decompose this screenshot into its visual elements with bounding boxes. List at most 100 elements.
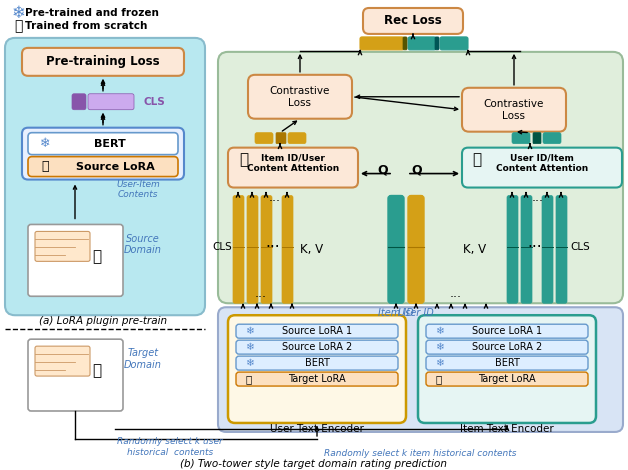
Text: ❄: ❄ — [40, 137, 50, 150]
FancyBboxPatch shape — [521, 196, 532, 303]
FancyBboxPatch shape — [462, 148, 622, 188]
FancyBboxPatch shape — [282, 196, 293, 303]
Text: ❄: ❄ — [245, 342, 253, 352]
Text: (a) LoRA plugin pre-train: (a) LoRA plugin pre-train — [39, 316, 167, 326]
Text: Rec Loss: Rec Loss — [384, 15, 442, 27]
FancyBboxPatch shape — [28, 339, 123, 411]
FancyBboxPatch shape — [236, 356, 398, 370]
Text: ❄: ❄ — [245, 326, 253, 336]
FancyBboxPatch shape — [512, 133, 530, 144]
Text: ❄: ❄ — [245, 358, 253, 368]
Text: Target LoRA: Target LoRA — [288, 374, 346, 384]
Text: 🔥: 🔥 — [41, 160, 49, 173]
FancyBboxPatch shape — [88, 94, 134, 110]
Text: Source LoRA: Source LoRA — [75, 162, 154, 172]
Text: Contrastive
Loss: Contrastive Loss — [270, 86, 330, 108]
Text: 🔥: 🔥 — [239, 152, 249, 167]
Text: Contrastive
Loss: Contrastive Loss — [484, 99, 544, 120]
FancyBboxPatch shape — [28, 157, 178, 177]
Text: ❄: ❄ — [435, 358, 443, 368]
FancyBboxPatch shape — [440, 37, 468, 50]
Text: Q: Q — [412, 163, 422, 176]
Text: ❄: ❄ — [435, 326, 443, 336]
Text: ···: ··· — [532, 195, 544, 208]
Text: Pre-trained and frozen: Pre-trained and frozen — [25, 8, 159, 18]
Text: 🔥: 🔥 — [246, 374, 252, 384]
Text: Item ID: Item ID — [378, 308, 414, 318]
FancyBboxPatch shape — [5, 38, 205, 315]
Text: Q: Q — [377, 163, 388, 176]
Text: ···: ··· — [255, 291, 267, 304]
FancyBboxPatch shape — [462, 88, 566, 132]
FancyBboxPatch shape — [233, 196, 244, 303]
Text: 🔥: 🔥 — [14, 19, 22, 33]
FancyBboxPatch shape — [408, 37, 436, 50]
Text: ···: ··· — [269, 195, 281, 208]
FancyBboxPatch shape — [218, 52, 623, 303]
FancyBboxPatch shape — [418, 315, 596, 423]
Text: 🔥: 🔥 — [472, 152, 482, 167]
FancyBboxPatch shape — [35, 346, 90, 376]
FancyBboxPatch shape — [72, 94, 86, 110]
Text: ❄: ❄ — [11, 4, 25, 22]
FancyBboxPatch shape — [28, 225, 123, 296]
Text: Item Text Encoder: Item Text Encoder — [460, 424, 554, 434]
Text: BERT: BERT — [495, 358, 519, 368]
Text: K, V: K, V — [463, 243, 486, 256]
Text: Target
Domain: Target Domain — [124, 348, 162, 370]
Text: ···: ··· — [450, 291, 462, 304]
FancyBboxPatch shape — [542, 196, 553, 303]
FancyBboxPatch shape — [288, 133, 306, 144]
Text: Randomly select k user
historical  contents: Randomly select k user historical conten… — [117, 437, 223, 456]
Text: BERT: BERT — [94, 139, 126, 149]
Text: Trained from scratch: Trained from scratch — [25, 21, 148, 31]
FancyBboxPatch shape — [236, 340, 398, 354]
Text: ❄: ❄ — [435, 342, 443, 352]
Text: Pre-training Loss: Pre-training Loss — [46, 55, 160, 68]
Text: Source
Domain: Source Domain — [124, 234, 162, 255]
FancyBboxPatch shape — [261, 196, 272, 303]
FancyBboxPatch shape — [35, 231, 90, 261]
Text: ···: ··· — [528, 240, 543, 255]
Text: Item ID/User
Content Attention: Item ID/User Content Attention — [247, 154, 339, 173]
Text: 🧑: 🧑 — [92, 249, 102, 264]
FancyBboxPatch shape — [363, 8, 463, 34]
FancyBboxPatch shape — [236, 372, 398, 386]
Text: User ID/Item
Content Attention: User ID/Item Content Attention — [496, 154, 588, 173]
Text: 🔥: 🔥 — [436, 374, 442, 384]
FancyBboxPatch shape — [255, 133, 273, 144]
FancyBboxPatch shape — [28, 133, 178, 155]
Text: ···: ··· — [266, 240, 280, 255]
FancyBboxPatch shape — [248, 75, 352, 119]
Text: K, V: K, V — [300, 243, 323, 256]
Text: 🧑: 🧑 — [92, 364, 102, 379]
Text: CLS: CLS — [212, 243, 232, 252]
FancyBboxPatch shape — [228, 148, 358, 188]
FancyBboxPatch shape — [556, 196, 567, 303]
FancyBboxPatch shape — [247, 196, 258, 303]
FancyBboxPatch shape — [426, 356, 588, 370]
FancyBboxPatch shape — [426, 340, 588, 354]
FancyBboxPatch shape — [236, 324, 398, 338]
Text: Target LoRA: Target LoRA — [478, 374, 536, 384]
Text: Randomly select k item historical contents: Randomly select k item historical conten… — [324, 449, 516, 458]
Text: CLS: CLS — [570, 243, 590, 252]
FancyBboxPatch shape — [426, 372, 588, 386]
FancyBboxPatch shape — [388, 196, 404, 303]
FancyBboxPatch shape — [228, 315, 406, 423]
FancyBboxPatch shape — [22, 48, 184, 76]
Text: CLS: CLS — [144, 97, 166, 107]
FancyBboxPatch shape — [218, 307, 623, 432]
FancyBboxPatch shape — [360, 37, 404, 50]
Text: User-Item
Contents: User-Item Contents — [116, 180, 160, 199]
Text: User Text Encoder: User Text Encoder — [270, 424, 364, 434]
FancyBboxPatch shape — [403, 37, 407, 50]
Text: Source LoRA 1: Source LoRA 1 — [282, 326, 352, 336]
FancyBboxPatch shape — [533, 133, 541, 144]
FancyBboxPatch shape — [435, 37, 439, 50]
FancyBboxPatch shape — [22, 128, 184, 180]
Text: Source LoRA 2: Source LoRA 2 — [282, 342, 352, 352]
Text: Source LoRA 2: Source LoRA 2 — [472, 342, 542, 352]
Text: Source LoRA 1: Source LoRA 1 — [472, 326, 542, 336]
FancyBboxPatch shape — [276, 133, 286, 144]
